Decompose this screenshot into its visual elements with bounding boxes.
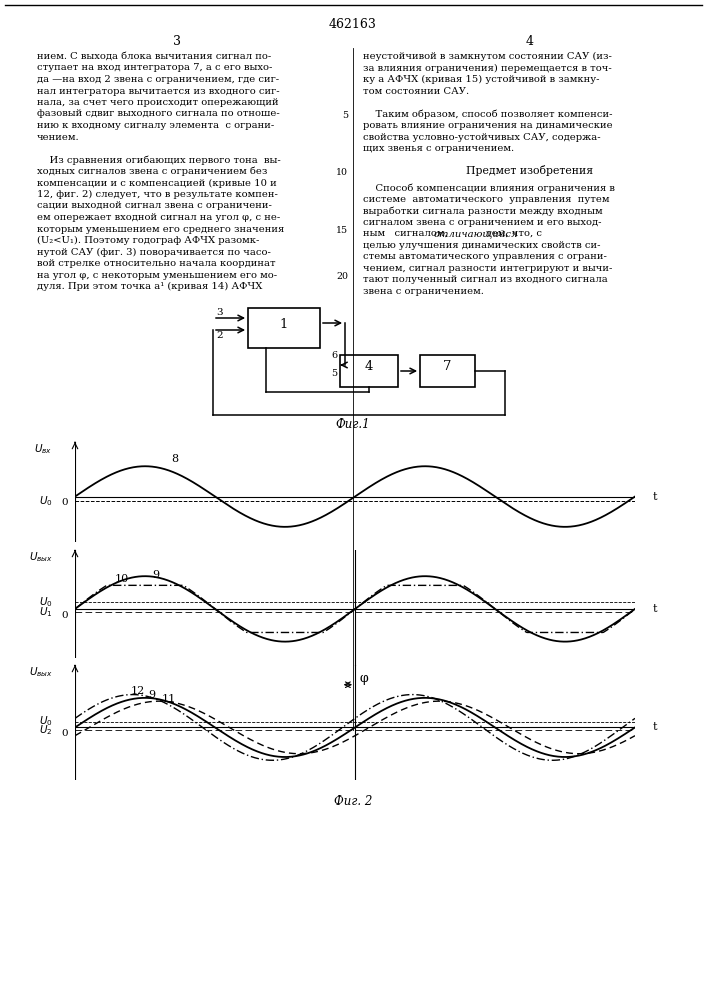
Text: нал интегратора вычитается из входного сиг-: нал интегратора вычитается из входного с… <box>37 87 280 96</box>
Text: 5: 5 <box>342 111 348 120</box>
Text: ным   сигналом,: ным сигналом, <box>363 229 454 238</box>
Bar <box>340 355 398 387</box>
Text: (U₂<U₁). Поэтому годограф АФЧХ разомк-: (U₂<U₁). Поэтому годограф АФЧХ разомк- <box>37 236 259 245</box>
Text: том состоянии САУ.: том состоянии САУ. <box>363 87 469 96</box>
Text: 10: 10 <box>115 574 129 584</box>
Text: 2: 2 <box>216 331 223 340</box>
Text: ходных сигналов звена с ограничением без: ходных сигналов звена с ограничением без <box>37 167 267 176</box>
Text: фазовый сдвиг выходного сигнала по отноше-: фазовый сдвиг выходного сигнала по отнош… <box>37 109 280 118</box>
Text: 1: 1 <box>280 318 288 331</box>
Text: 9: 9 <box>148 690 155 700</box>
Text: $U_2$: $U_2$ <box>40 723 53 737</box>
Text: за влияния ограничения) перемещается в точ-: за влияния ограничения) перемещается в т… <box>363 64 612 73</box>
Text: сации выходной сигнал звена с ограничени-: сации выходной сигнал звена с ограничени… <box>37 202 272 211</box>
Text: сигналом звена с ограничением и его выход-: сигналом звена с ограничением и его выхо… <box>363 218 602 227</box>
Text: ровать влияние ограничения на динамические: ровать влияние ограничения на динамическ… <box>363 121 613 130</box>
Text: отличающийся: отличающийся <box>433 229 518 238</box>
Text: вой стрелке относительно начала координат: вой стрелке относительно начала координа… <box>37 259 276 268</box>
Text: 12: 12 <box>131 686 145 696</box>
Text: нию к входному сигналу элемента  с ограни-: нию к входному сигналу элемента с ограни… <box>37 121 274 130</box>
Text: 7: 7 <box>443 360 452 373</box>
Text: $U_{вых}$: $U_{вых}$ <box>29 665 53 679</box>
Text: 0: 0 <box>62 611 69 620</box>
Text: чением, сигнал разности интегрируют и вычи-: чением, сигнал разности интегрируют и вы… <box>363 264 612 273</box>
Text: 9: 9 <box>152 570 159 580</box>
Text: $U_0$: $U_0$ <box>39 494 53 508</box>
Text: 4: 4 <box>365 360 373 373</box>
Text: t: t <box>653 604 658 614</box>
Text: 15: 15 <box>336 226 348 235</box>
Text: 0: 0 <box>62 498 69 507</box>
Bar <box>420 355 475 387</box>
Text: $U_{вых}$: $U_{вых}$ <box>29 550 53 564</box>
Text: ем опережает входной сигнал на угол φ, с не-: ем опережает входной сигнал на угол φ, с… <box>37 213 280 222</box>
Text: тают полученный сигнал из входного сигнала: тают полученный сигнал из входного сигна… <box>363 275 608 284</box>
Text: 462163: 462163 <box>329 18 377 31</box>
Text: Способ компенсации влияния ограничения в: Способ компенсации влияния ограничения в <box>363 183 615 193</box>
Text: 10: 10 <box>336 168 348 177</box>
Text: щих звенья с ограничением.: щих звенья с ограничением. <box>363 144 514 153</box>
Text: которым уменьшением его среднего значения: которым уменьшением его среднего значени… <box>37 225 284 233</box>
Text: 4: 4 <box>526 35 534 48</box>
Text: на угол φ, с некоторым уменьшением его мо-: на угол φ, с некоторым уменьшением его м… <box>37 270 277 279</box>
Text: 8: 8 <box>172 454 179 464</box>
Text: ступает на вход интегратора 7, а с его выхо-: ступает на вход интегратора 7, а с его в… <box>37 64 272 73</box>
Text: $U_{вх}$: $U_{вх}$ <box>35 442 53 456</box>
Text: дуля. При этом точка a¹ (кривая 14) АФЧХ: дуля. При этом точка a¹ (кривая 14) АФЧХ <box>37 282 262 291</box>
Text: компенсации и с компенсацией (кривые 10 и: компенсации и с компенсацией (кривые 10 … <box>37 178 276 188</box>
Text: 11: 11 <box>162 694 176 704</box>
Text: Предмет изобретения: Предмет изобретения <box>467 165 594 176</box>
Text: тем, что, с: тем, что, с <box>484 229 542 238</box>
Text: да —на вход 2 звена с ограничением, где сиг-: да —на вход 2 звена с ограничением, где … <box>37 75 279 84</box>
Text: 6: 6 <box>331 351 337 360</box>
Text: 12, фиг. 2) следует, что в результате компен-: 12, фиг. 2) следует, что в результате ко… <box>37 190 278 199</box>
Text: чением.: чением. <box>37 133 80 142</box>
Text: целью улучшения динамических свойств си-: целью улучшения динамических свойств си- <box>363 241 600 250</box>
Text: системе  автоматического  управления  путем: системе автоматического управления путем <box>363 195 609 204</box>
Text: нала, за счет чего происходит опережающий: нала, за счет чего происходит опережающи… <box>37 98 279 107</box>
Text: φ: φ <box>359 672 368 685</box>
Text: t: t <box>653 492 658 502</box>
Text: нутой САУ (фиг. 3) поворачивается по часо-: нутой САУ (фиг. 3) поворачивается по час… <box>37 247 271 257</box>
Text: 20: 20 <box>336 272 348 281</box>
Text: ку а АФЧХ (кривая 15) устойчивой в замкну-: ку а АФЧХ (кривая 15) устойчивой в замкн… <box>363 75 600 84</box>
Text: Из сравнения огибающих первого тона  вы-: Из сравнения огибающих первого тона вы- <box>37 155 281 165</box>
Bar <box>248 308 320 348</box>
Text: Фиг.1: Фиг.1 <box>336 418 370 431</box>
Text: стемы автоматического управления с ограни-: стемы автоматического управления с огран… <box>363 252 607 261</box>
Text: Таким образом, способ позволяет компенси-: Таким образом, способ позволяет компенси… <box>363 109 612 119</box>
Text: неустойчивой в замкнутом состоянии САУ (из-: неустойчивой в замкнутом состоянии САУ (… <box>363 52 612 61</box>
Text: $U_0$: $U_0$ <box>39 715 53 728</box>
Text: звена с ограничением.: звена с ограничением. <box>363 287 484 296</box>
Text: $U_0$: $U_0$ <box>39 595 53 609</box>
Text: 0: 0 <box>62 729 69 738</box>
Text: нием. С выхода блока вычитания сигнал по-: нием. С выхода блока вычитания сигнал по… <box>37 52 271 61</box>
Text: Фиг. 2: Фиг. 2 <box>334 795 372 808</box>
Text: выработки сигнала разности между входным: выработки сигнала разности между входным <box>363 206 602 216</box>
Text: 5: 5 <box>331 369 337 378</box>
Text: 3: 3 <box>216 308 223 317</box>
Text: свойства условно-устойчивых САУ, содержа-: свойства условно-устойчивых САУ, содержа… <box>363 133 601 142</box>
Text: t: t <box>653 722 658 732</box>
Text: 3: 3 <box>173 35 181 48</box>
Text: $U_1$: $U_1$ <box>39 605 53 619</box>
